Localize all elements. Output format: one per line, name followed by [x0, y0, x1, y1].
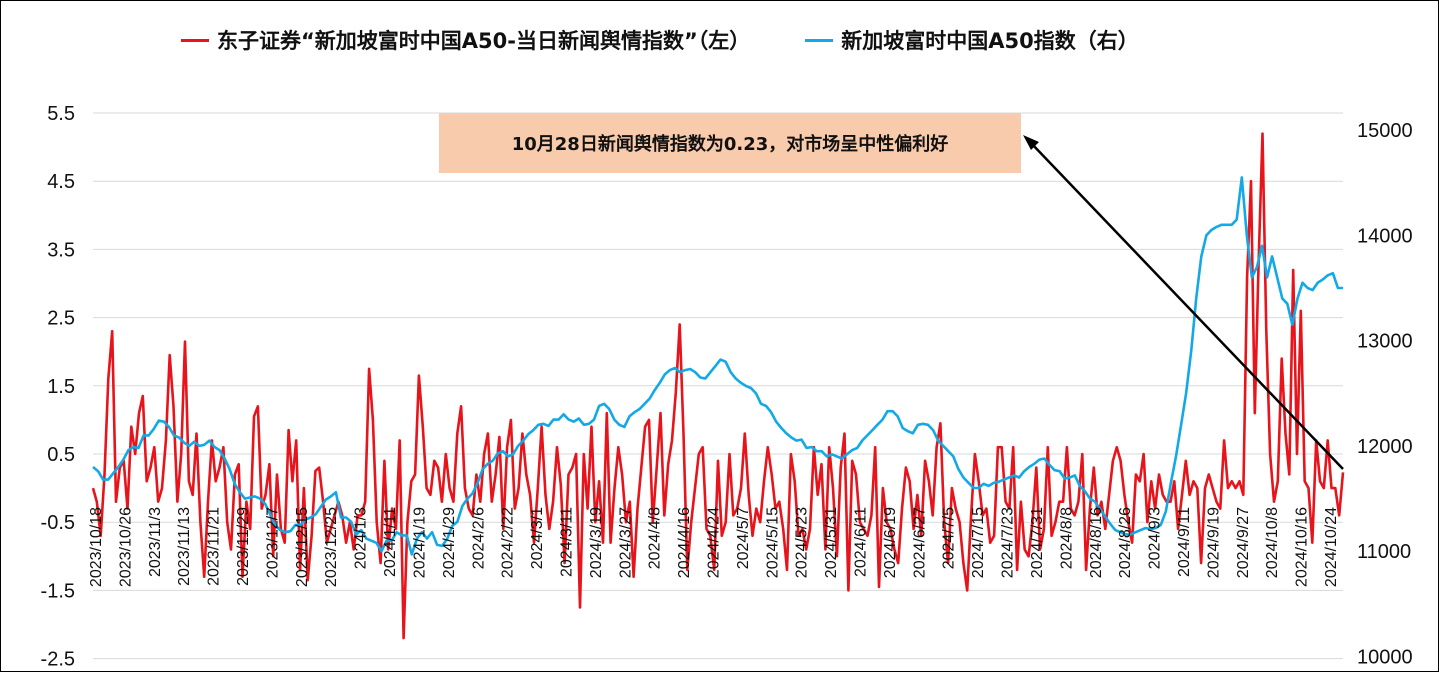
x-tick-label: 2023/12/7: [264, 507, 281, 578]
left-y-tick-label: 4.5: [47, 171, 75, 193]
x-tick-label: 2024/3/11: [558, 507, 575, 577]
x-tick-label: 2024/2/22: [500, 507, 517, 578]
index-series: [92, 176, 1343, 556]
legend-swatch-index: [805, 38, 834, 42]
left-y-tick-label: 2.5: [47, 308, 75, 330]
x-tick-label: 2024/1/11: [382, 507, 399, 577]
right-y-tick-label: 13000: [1357, 331, 1413, 353]
right-y-tick-label: 14000: [1357, 225, 1413, 247]
x-tick-label: 2024/5/23: [794, 507, 811, 578]
chart-legend: 东子证券“新加坡富时中国A50-当日新闻舆情指数”（左） 新加坡富时中国A50指…: [181, 23, 1194, 57]
x-tick-label: 2024/8/26: [1117, 507, 1134, 578]
annotation-arrow: [1023, 135, 1344, 470]
x-tick-label: 2024/2/6: [470, 507, 487, 569]
right-y-tick-label: 12000: [1357, 436, 1413, 458]
right-y-axis: 15000 14000 13000 12000 11000 10000: [1357, 120, 1413, 669]
x-tick-label: 2024/6/11: [853, 507, 870, 577]
x-tick-label: 2024/7/15: [970, 507, 987, 578]
legend-label-sentiment: 东子证券“新加坡富时中国A50-当日新闻舆情指数”（左）: [217, 29, 751, 53]
x-tick-label: 2024/4/24: [706, 507, 723, 578]
x-tick-label: 2024/4/8: [647, 507, 664, 569]
x-tick-label: 2024/9/11: [1176, 507, 1193, 577]
x-tick-label: 2023/11/21: [206, 507, 223, 586]
right-y-tick-label: 15000: [1357, 120, 1413, 142]
x-tick-label: 2024/5/31: [823, 507, 840, 578]
legend-item-sentiment: 东子证券“新加坡富时中国A50-当日新闻舆情指数”（左）: [181, 25, 750, 55]
sentiment-line: [91, 132, 1345, 640]
x-axis: 2023/10/18 2023/10/26 2023/11/3 2023/11/13 2…: [88, 507, 1340, 587]
left-y-tick-label: 0.5: [47, 444, 75, 466]
x-tick-label: 2023/12/25: [323, 507, 340, 587]
left-y-tick-label: -0.5: [41, 512, 75, 534]
x-tick-label: 2024/10/16: [1294, 507, 1311, 587]
x-tick-label: 2023/12/15: [294, 507, 311, 587]
index-line: [92, 176, 1343, 556]
x-tick-label: 2024/8/8: [1058, 507, 1075, 569]
x-tick-label: 2024/10/8: [1264, 507, 1281, 578]
x-tick-label: 2023/11/3: [147, 507, 164, 577]
x-tick-label: 2024/9/19: [1205, 507, 1222, 578]
x-tick-label: 2024/5/15: [764, 507, 781, 578]
sentiment-series: [91, 132, 1345, 640]
legend-swatch-sentiment: [181, 38, 209, 42]
annotation-box: 10月28日新闻舆情指数为0.23，对市场呈中性偏利好: [439, 113, 1021, 173]
left-y-tick-label: 1.5: [47, 376, 75, 398]
left-y-tick-label: -1.5: [41, 580, 75, 602]
x-tick-label: 2024/3/1: [529, 507, 546, 569]
legend-item-index: 新加坡富时中国A50指数（右）: [805, 25, 1139, 55]
x-tick-label: 2023/11/29: [235, 507, 252, 586]
x-tick-label: 2024/1/29: [441, 507, 458, 578]
right-y-tick-label: 10000: [1357, 647, 1413, 669]
x-tick-label: 2024/9/3: [1147, 507, 1164, 569]
x-tick-label: 2024/6/19: [882, 507, 899, 578]
left-y-tick-label: 3.5: [47, 239, 75, 261]
x-tick-label: 2024/9/27: [1235, 507, 1252, 578]
x-tick-label: 2024/1/19: [411, 507, 428, 578]
x-tick-label: 2024/1/3: [353, 507, 370, 569]
x-tick-label: 2024/7/31: [1029, 507, 1046, 578]
x-tick-label: 2024/7/5: [941, 507, 958, 569]
x-tick-label: 2023/10/18: [88, 507, 105, 587]
x-tick-label: 2024/6/27: [911, 507, 928, 578]
x-tick-label: 2023/11/13: [176, 507, 193, 586]
legend-label-index: 新加坡富时中国A50指数（右）: [841, 29, 1139, 53]
x-tick-label: 2024/7/23: [1000, 507, 1017, 578]
left-y-axis: 5.5 4.5 3.5 2.5 1.5 0.5 -0.5 -1.5 -2.5: [41, 103, 75, 671]
x-tick-label: 2024/5/7: [735, 507, 752, 569]
x-tick-label: 2024/10/24: [1323, 507, 1340, 587]
right-y-tick-label: 11000: [1357, 541, 1411, 563]
left-y-tick-label: -2.5: [41, 649, 75, 671]
left-y-tick-label: 5.5: [47, 103, 75, 125]
annotation-arrow-head: [1023, 135, 1039, 150]
x-tick-label: 2024/8/16: [1088, 507, 1105, 578]
annotation-arrow-line: [1030, 142, 1344, 470]
x-tick-label: 2024/4/16: [676, 507, 693, 578]
x-tick-label: 2023/10/26: [117, 507, 134, 587]
x-tick-label: 2024/3/19: [588, 507, 605, 578]
x-tick-label: 2024/3/27: [617, 507, 634, 578]
